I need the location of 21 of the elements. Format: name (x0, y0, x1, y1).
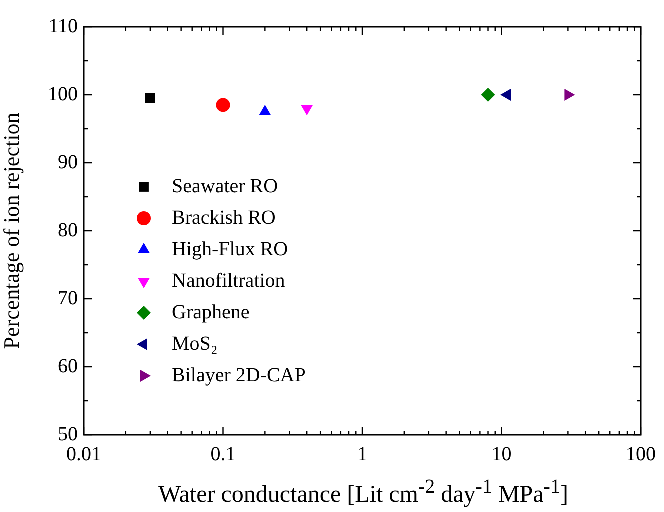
legend-label: Bilayer 2D-CAP (172, 364, 306, 386)
legend-label: Brackish RO (172, 206, 276, 229)
x-tick-label: 0.01 (66, 443, 102, 466)
y-tick-label: 110 (48, 15, 78, 38)
y-tick-label: 90 (58, 151, 78, 174)
y-tick-label: 70 (58, 287, 78, 310)
y-tick-label: 100 (48, 83, 78, 106)
x-tick-label: 10 (492, 443, 512, 466)
y-axis-title: Percentage of ion rejection (0, 112, 24, 350)
x-tick-label: 100 (626, 443, 656, 466)
legend-label: MoS₂ (172, 332, 218, 355)
y-tick-label: 80 (58, 219, 78, 242)
y-tick-label: 50 (58, 423, 78, 446)
y-tick-label: 60 (58, 355, 78, 378)
legend-label: Nanofiltration (172, 270, 286, 292)
x-axis-title: Water conductance [Lit cm$^{-2}$ day$^{-1}$ MPa$^{-1}$] (158, 476, 570, 509)
legend-label: Graphene (172, 301, 250, 324)
legend-label: High-Flux RO (172, 238, 288, 260)
x-tick-label: 1 (358, 443, 368, 466)
x-tick-label: 0.1 (210, 443, 236, 466)
legend-label: Seawater RO (172, 175, 278, 198)
